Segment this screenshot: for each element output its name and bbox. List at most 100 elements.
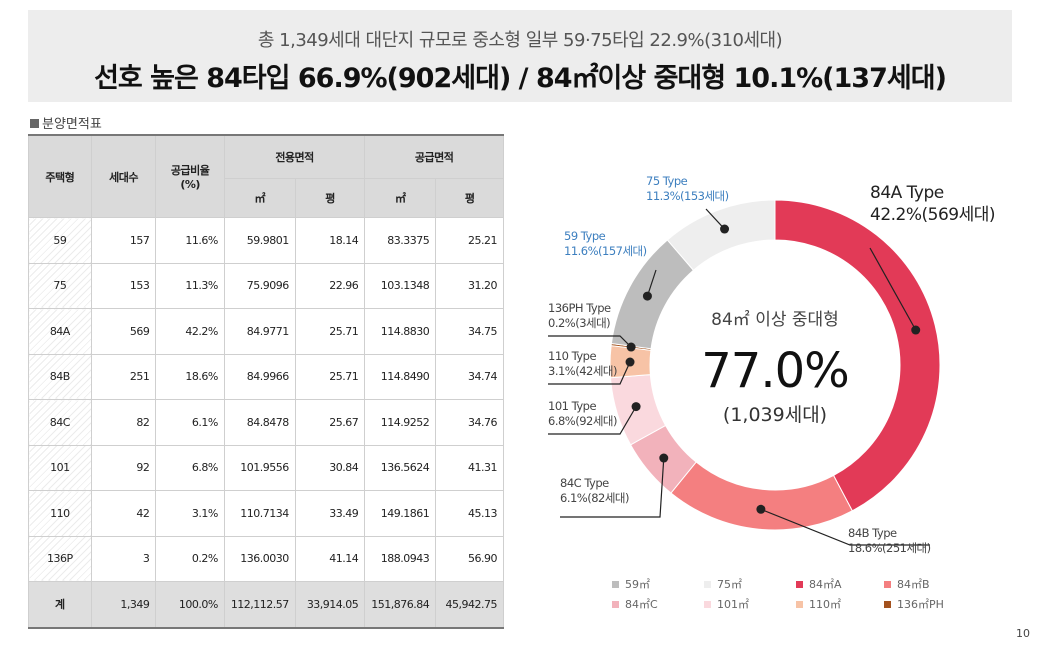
cell-sup-m2: 149.1861	[364, 490, 437, 537]
legend-label: 84㎡A	[809, 578, 842, 591]
cell-ex-pyeong: 33.49	[294, 490, 366, 537]
legend-label: 75㎡	[717, 578, 742, 591]
cell-sup-pyeong: 34.75	[435, 308, 504, 355]
leader-dot	[625, 357, 635, 367]
cell-ratio: 18.6%	[155, 353, 225, 400]
center-value: 77.0%	[701, 343, 848, 399]
cell-ex-m2: 110.7134	[223, 490, 296, 537]
donut-slice	[670, 461, 853, 531]
leader-line	[548, 361, 631, 385]
cell-ex-pyeong: 33,914.05	[294, 581, 366, 628]
leader-dot	[642, 291, 652, 301]
slice-name-label: 110 Type	[548, 349, 596, 363]
cell-sup-m2: 83.3375	[364, 217, 437, 264]
cell-type: 계	[28, 581, 92, 628]
leader-dot	[756, 504, 766, 514]
legend-swatch	[704, 600, 711, 608]
header-ex-pyeong: 평	[294, 178, 366, 218]
table-row: 84C 82 6.1% 84.8478 25.67 114.9252 34.76	[28, 399, 504, 446]
cell-ratio: 11.3%	[155, 262, 225, 309]
legend-item: 84㎡B	[884, 576, 930, 592]
legend-item: 84㎡A	[796, 576, 842, 592]
legend-item: 101㎡	[704, 596, 749, 612]
legend-label: 136㎡PH	[897, 598, 944, 611]
cell-type: 84B	[28, 353, 92, 400]
legend-label: 101㎡	[717, 598, 749, 611]
cell-units: 92	[90, 444, 157, 491]
cell-ex-pyeong: 41.14	[294, 535, 366, 582]
cell-sup-pyeong: 25.21	[435, 217, 504, 264]
slice-name-label: 84C Type	[560, 476, 609, 490]
slice-value-label: 6.8%(92세대)	[548, 414, 617, 428]
cell-sup-m2: 188.0943	[364, 535, 437, 582]
table-body: 59 157 11.6% 59.9801 18.14 83.3375 25.21 75 153 1…	[28, 217, 504, 628]
table-title-text: 분양면적표	[42, 117, 102, 132]
legend-label: 84㎡B	[897, 578, 930, 591]
header-ex-m2: ㎡	[223, 178, 296, 218]
page-number: 10	[1016, 627, 1030, 640]
legend-label: 110㎡	[809, 598, 841, 611]
leader-line	[705, 208, 725, 230]
cell-sup-pyeong: 45.13	[435, 490, 504, 537]
legend-label: 59㎡	[625, 578, 650, 591]
header-banner: 총 1,349세대 대단지 규모로 중소형 일부 59·75타입 22.9%(3…	[28, 10, 1012, 102]
slice-name-label: 101 Type	[548, 399, 596, 413]
cell-ratio: 11.6%	[155, 217, 225, 264]
cell-sup-m2: 151,876.84	[364, 581, 437, 628]
table-row: 110 42 3.1% 110.7134 33.49 149.1861 45.13	[28, 490, 504, 537]
table-row: 101 92 6.8% 101.9556 30.84 136.5624 41.31	[28, 444, 504, 491]
slice-value-label: 6.1%(82세대)	[560, 491, 629, 505]
slice-name-label: 59 Type	[564, 229, 606, 243]
table-row: 59 157 11.6% 59.9801 18.14 83.3375 25.21	[28, 217, 504, 264]
slice-value-label: 11.6%(157세대)	[564, 244, 647, 258]
table-row: 84B 251 18.6% 84.9966 25.71 114.8490 34.74	[28, 353, 504, 400]
cell-ratio: 6.8%	[155, 444, 225, 491]
cell-ex-pyeong: 25.71	[294, 308, 366, 355]
table-title: 분양면적표	[30, 113, 102, 132]
center-sub: (1,039세대)	[723, 404, 827, 426]
cell-sup-m2: 103.1348	[364, 262, 437, 309]
cell-ex-m2: 75.9096	[223, 262, 296, 309]
donut-slice	[666, 199, 776, 271]
legend-item: 110㎡	[796, 596, 841, 612]
legend-item: 59㎡	[612, 576, 650, 592]
header-exclusive: 전용면적	[223, 134, 366, 179]
legend-swatch	[884, 600, 891, 608]
leader-line	[760, 508, 930, 546]
cell-units: 42	[90, 490, 157, 537]
cell-units: 569	[90, 308, 157, 355]
table-row: 136P 3 0.2% 136.0030 41.14 188.0943 56.90	[28, 535, 504, 582]
slice-name-label: 75 Type	[646, 174, 688, 188]
slice-value-label: 3.1%(42세대)	[548, 364, 617, 378]
slice-value-label: 42.2%(569세대)	[870, 205, 995, 225]
legend-swatch	[612, 580, 619, 588]
leader-line	[548, 335, 632, 348]
center-label: 84㎡ 이상 중대형	[711, 310, 839, 330]
slice-name-label: 84A Type	[870, 183, 944, 203]
cell-ratio: 6.1%	[155, 399, 225, 446]
cell-sup-pyeong: 41.31	[435, 444, 504, 491]
cell-ex-m2: 84.8478	[223, 399, 296, 446]
leader-line	[646, 269, 657, 297]
cell-type: 84A	[28, 308, 92, 355]
cell-ratio: 3.1%	[155, 490, 225, 537]
cell-type: 110	[28, 490, 92, 537]
leader-dot	[626, 342, 636, 352]
header-type: 주택형	[28, 134, 92, 218]
legend-label: 84㎡C	[625, 598, 658, 611]
cell-ex-m2: 84.9771	[223, 308, 296, 355]
cell-ex-m2: 84.9966	[223, 353, 296, 400]
cell-ex-m2: 112,112.57	[223, 581, 296, 628]
cell-sup-m2: 114.8490	[364, 353, 437, 400]
slice-value-label: 11.3%(153세대)	[646, 189, 729, 203]
leader-line	[560, 457, 665, 518]
legend-swatch	[612, 600, 619, 608]
cell-units: 157	[90, 217, 157, 264]
legend-item: 84㎡C	[612, 596, 658, 612]
slice-value-label: 18.6%(251세대)	[848, 541, 931, 555]
leader-dot	[631, 402, 641, 412]
header-ratio: 공급비율 (%)	[155, 134, 225, 218]
leader-dot	[720, 224, 730, 234]
cell-ex-pyeong: 30.84	[294, 444, 366, 491]
